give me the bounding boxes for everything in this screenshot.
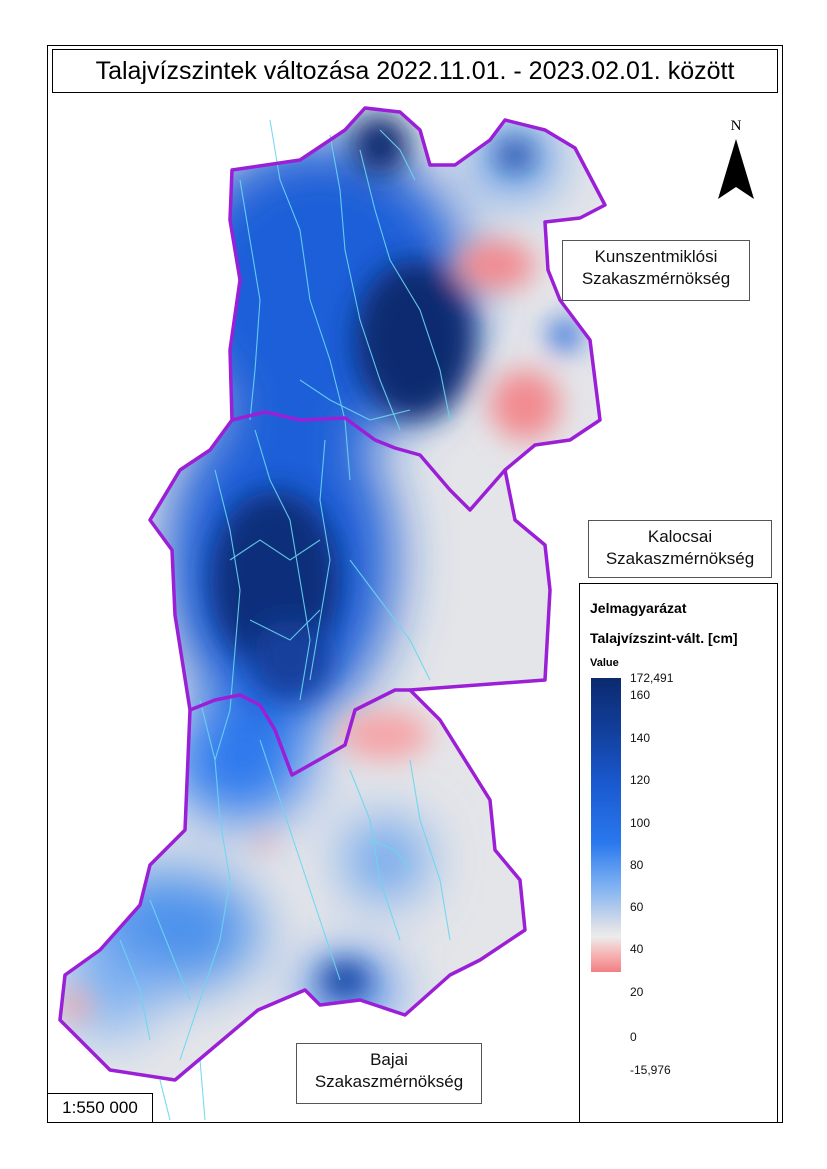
legend-min: -15,976 bbox=[630, 1063, 671, 1077]
legend-tick: 0 bbox=[630, 1030, 637, 1044]
legend-tick: 140 bbox=[630, 731, 651, 745]
legend-title: Jelmagyarázat bbox=[590, 600, 687, 616]
legend-tick: 40 bbox=[630, 942, 644, 956]
region-label-line: Szakaszmérnökség bbox=[314, 1072, 464, 1091]
legend-max: 172,491 bbox=[630, 671, 674, 685]
region-label-line: Szakaszmérnökség bbox=[581, 269, 731, 288]
legend-tick: 120 bbox=[630, 773, 651, 787]
north-label: N bbox=[730, 118, 742, 134]
north-arrow-icon: N bbox=[714, 118, 758, 204]
legend-tick: 60 bbox=[630, 900, 644, 914]
region-boundary-south bbox=[189, 688, 410, 777]
region-label-kunszentmiklos: Kunszentmiklósi Szakaszmérnökség bbox=[562, 240, 750, 301]
legend-value-label: Value bbox=[590, 657, 619, 669]
region-boundary-north bbox=[231, 410, 507, 512]
legend-tick: 20 bbox=[630, 985, 644, 999]
region-label-line: Kunszentmiklósi bbox=[594, 247, 718, 266]
arrow-shape bbox=[718, 139, 754, 199]
legend: Jelmagyarázat Talajvízszint-vált. [cm] V… bbox=[579, 583, 778, 1123]
legend-tick: 160 bbox=[630, 688, 651, 702]
legend-tick: 100 bbox=[630, 816, 651, 830]
region-boundary-outer bbox=[58, 106, 607, 1082]
region-label-line: Kalocsai bbox=[647, 527, 713, 546]
legend-tick: 80 bbox=[630, 858, 644, 872]
map-title: Talajvízszintek változása 2022.11.01. - … bbox=[52, 49, 778, 93]
region-label-line: Szakaszmérnökség bbox=[605, 549, 755, 568]
region-label-kalocsa: Kalocsai Szakaszmérnökség bbox=[588, 520, 772, 578]
legend-subtitle: Talajvízszint-vált. [cm] bbox=[590, 630, 738, 646]
region-label-baja: Bajai Szakaszmérnökség bbox=[296, 1043, 482, 1104]
river-network bbox=[119, 119, 451, 1121]
scale-bar: 1:550 000 bbox=[47, 1093, 153, 1123]
region-label-line: Bajai bbox=[370, 1050, 408, 1069]
color-ramp bbox=[591, 678, 621, 972]
